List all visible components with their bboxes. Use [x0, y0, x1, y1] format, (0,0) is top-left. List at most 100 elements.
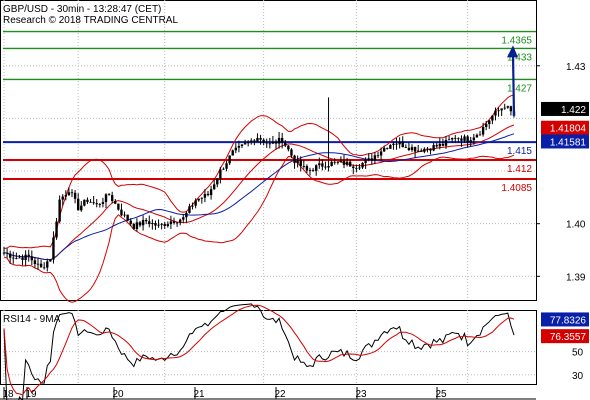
candle-body — [144, 219, 148, 222]
candle-body — [76, 198, 80, 211]
candle-body — [497, 110, 500, 112]
candle-body — [178, 219, 182, 223]
candle-body — [209, 189, 213, 196]
candle-body — [138, 222, 142, 226]
candle-body — [163, 224, 166, 226]
current-price-tag-text: 1.422 — [561, 105, 586, 116]
candle-body — [509, 106, 513, 112]
candle-body — [67, 192, 71, 196]
candle-body — [52, 237, 55, 260]
level-label-1-4085: 1.4085 — [501, 183, 532, 194]
candle-body — [370, 158, 374, 161]
candle-body — [141, 219, 145, 226]
candle-body — [107, 194, 111, 196]
projection-arrowhead — [507, 45, 518, 58]
candle-body — [333, 161, 336, 163]
candle-body — [120, 209, 123, 216]
candle-body — [494, 110, 497, 116]
candle-body — [268, 143, 272, 145]
rsi-value-tag-text: 77.8326 — [550, 315, 587, 326]
candle-body — [484, 124, 488, 127]
x-tick-label: 21 — [193, 389, 205, 400]
candle-body — [95, 203, 98, 205]
candle-body — [416, 150, 420, 152]
candle-body — [265, 142, 268, 144]
candle-body — [420, 150, 423, 152]
candle-body — [296, 160, 299, 164]
candle-body — [284, 142, 287, 146]
candle-body — [166, 224, 170, 226]
candle-body — [466, 136, 469, 143]
candle-body — [2, 252, 6, 254]
candle-body — [234, 147, 238, 151]
candle-body — [475, 134, 479, 138]
candle-body — [318, 163, 321, 166]
candle-body — [83, 199, 86, 206]
indicator-tag-1-text: 1.41581 — [550, 137, 587, 148]
x-tick-label: 18 — [2, 389, 14, 400]
x-tick-label: 25 — [435, 389, 447, 400]
candle-body — [49, 259, 52, 262]
candle-body — [12, 257, 15, 259]
candle-body — [21, 257, 24, 261]
rsi-y-tick-label: 50 — [572, 348, 584, 359]
candle-body — [117, 203, 120, 210]
current-price-tag-box — [541, 101, 589, 116]
candle-body — [336, 161, 340, 163]
candle-body — [401, 142, 404, 148]
candle-body — [361, 162, 364, 168]
candle-body — [358, 167, 361, 169]
candle-body — [308, 169, 312, 171]
copyright-text: Research © 2018 TRADING CENTRAL — [3, 15, 178, 26]
candle-body — [469, 140, 472, 143]
candle-body — [389, 144, 392, 149]
candle-body — [293, 155, 296, 164]
candle-body — [506, 106, 510, 108]
candle-body — [148, 221, 151, 225]
candle-body — [206, 193, 210, 196]
candle-body — [123, 214, 126, 216]
candle-body — [287, 145, 290, 150]
candle-body — [454, 137, 457, 139]
candle-body — [55, 221, 58, 238]
candle-body — [194, 200, 197, 206]
candle-body — [15, 258, 18, 259]
candle-body — [129, 220, 132, 224]
candle-body — [305, 166, 309, 171]
candle-body — [379, 151, 383, 156]
x-tick-label: 22 — [274, 389, 286, 400]
candle-body — [101, 202, 105, 205]
candle-body — [197, 198, 200, 201]
candle-body — [367, 158, 370, 160]
candle-body — [274, 141, 278, 144]
candle-body — [228, 155, 231, 164]
candle-body — [491, 115, 494, 121]
rsi-ma-value-tag-text: 76.3557 — [550, 332, 587, 343]
candle-body — [444, 140, 448, 146]
candle-body — [222, 168, 225, 170]
indicator-tag-0-box — [541, 120, 589, 135]
candle-body — [457, 138, 460, 140]
candle-body — [342, 160, 346, 165]
candle-body — [80, 205, 83, 211]
candle-body — [472, 137, 476, 141]
candle-body — [61, 196, 64, 200]
candle-body — [27, 254, 30, 257]
indicator-tag-0-text: 1.41804 — [550, 124, 587, 135]
candle-body — [240, 144, 244, 146]
candle-body — [392, 143, 395, 145]
candle-body — [200, 197, 204, 199]
candle-body — [104, 194, 108, 203]
candle-body — [8, 253, 12, 258]
candle-body — [169, 221, 173, 225]
candle-body — [203, 193, 207, 198]
bollinger-upper-line — [3, 94, 515, 249]
candle-body — [114, 201, 117, 204]
candle-body — [46, 261, 49, 268]
candle-body — [191, 205, 194, 207]
candle-body — [250, 140, 253, 142]
candle-body — [423, 148, 426, 152]
candle-body — [460, 138, 463, 141]
level-label-1-4365: 1.4365 — [501, 36, 532, 47]
rsi-title: RSI14 - 9MA — [3, 314, 61, 325]
